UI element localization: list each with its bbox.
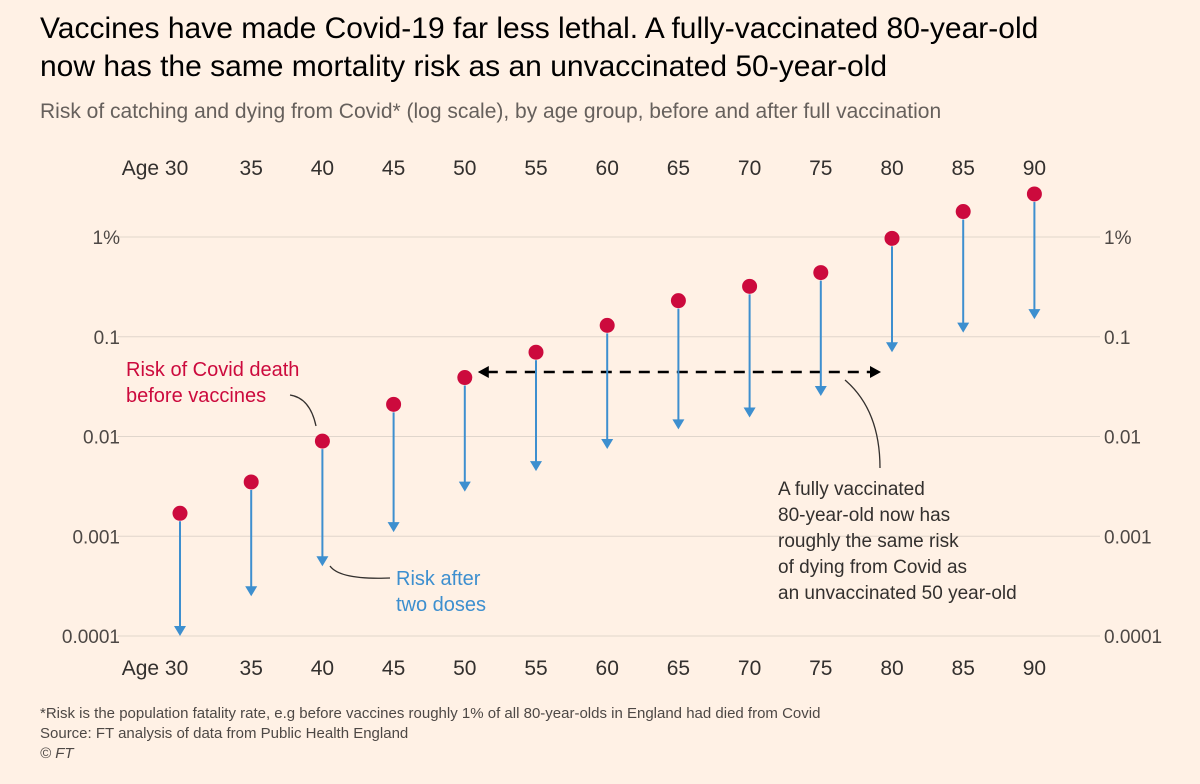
- after-vaccine-arrowhead: [672, 419, 685, 430]
- before-vaccine-dot: [813, 265, 829, 281]
- before-vaccine-dot: [742, 278, 758, 294]
- x-tick-label-bottom: 35: [240, 657, 263, 680]
- after-vaccine-arrowhead: [886, 342, 898, 353]
- after-doses-label: Risk after: [396, 568, 481, 590]
- y-tick-label-right: 1%: [1104, 228, 1132, 249]
- x-tick-label-top: Age 30: [122, 157, 189, 180]
- before-vaccines-label: Risk of Covid death: [126, 359, 299, 381]
- x-tick-label-bottom: 80: [880, 657, 903, 680]
- y-tick-label-right: 0.0001: [1104, 627, 1162, 648]
- after-vaccine-arrowhead: [1028, 309, 1041, 320]
- x-tick-label-bottom: 40: [311, 657, 334, 680]
- before-vaccine-dot: [955, 204, 971, 220]
- before-vaccine-dot: [884, 230, 900, 246]
- footnote: *Risk is the population fatality rate, e…: [40, 705, 821, 722]
- x-tick-label-bottom: 65: [667, 657, 690, 680]
- after-vaccine-arrowhead: [743, 407, 756, 418]
- after-vaccine-arrowhead: [530, 461, 542, 472]
- chart-footer: *Risk is the population fatality rate, e…: [40, 704, 820, 764]
- x-tick-label-top: 55: [524, 157, 547, 180]
- after-label-leader: [329, 565, 391, 579]
- y-tick-label-left: 1%: [93, 228, 121, 249]
- y-tick-label-right: 0.01: [1104, 428, 1141, 449]
- x-tick-label-bottom: Age 30: [122, 657, 189, 680]
- before-vaccine-dot: [599, 317, 615, 333]
- after-vaccine-arrowhead: [245, 586, 258, 597]
- comparison-annotation-label: 80-year-old now has: [778, 505, 950, 526]
- before-label-leader: [289, 394, 317, 427]
- source-note: Source: FT analysis of data from Public …: [40, 725, 409, 742]
- x-tick-label-top: 75: [809, 157, 832, 180]
- copyright: © FT: [40, 745, 74, 762]
- y-tick-label-left: 0.01: [83, 428, 120, 449]
- after-doses-label: two doses: [396, 594, 486, 616]
- x-tick-label-top: 85: [952, 157, 975, 180]
- comparison-annotation-label: an unvaccinated 50 year-old: [778, 583, 1017, 604]
- comparison-annotation-label: of dying from Covid as: [778, 557, 967, 578]
- before-vaccine-dot: [243, 474, 259, 490]
- comparison-annotation-label: A fully vaccinated: [778, 479, 925, 500]
- y-tick-label-left: 0.001: [72, 527, 120, 548]
- before-vaccine-dot: [172, 505, 188, 521]
- after-vaccine-arrowhead: [174, 626, 186, 636]
- x-tick-label-top: 50: [453, 157, 476, 180]
- after-vaccine-arrowhead: [814, 385, 827, 396]
- after-vaccine-arrowhead: [601, 438, 614, 449]
- y-tick-label-right: 0.001: [1104, 527, 1152, 548]
- before-vaccine-dot: [386, 396, 402, 412]
- x-tick-label-bottom: 55: [524, 657, 547, 680]
- x-tick-label-bottom: 90: [1023, 657, 1046, 680]
- x-tick-label-bottom: 45: [382, 657, 405, 680]
- y-tick-label-right: 0.1: [1104, 328, 1130, 349]
- y-tick-label-left: 0.0001: [62, 627, 120, 648]
- comparison-arrowhead-left: [477, 366, 489, 378]
- comparison-annotation-label: roughly the same risk: [778, 531, 959, 552]
- before-vaccine-dot: [528, 344, 544, 360]
- x-tick-label-bottom: 85: [952, 657, 975, 680]
- title-line-1: Vaccines have made Covid-19 far less let…: [40, 12, 1039, 45]
- chart-subtitle: Risk of catching and dying from Covid* (…: [40, 100, 942, 123]
- before-vaccine-dot: [457, 370, 473, 386]
- x-tick-label-top: 70: [738, 157, 761, 180]
- x-tick-label-bottom: 75: [809, 657, 832, 680]
- x-tick-label-top: 65: [667, 157, 690, 180]
- x-tick-label-top: 90: [1023, 157, 1046, 180]
- x-tick-label-bottom: 50: [453, 657, 476, 680]
- chart-title: Vaccines have made Covid-19 far less let…: [40, 10, 1180, 86]
- x-tick-label-top: 80: [880, 157, 903, 180]
- x-tick-label-bottom: 70: [738, 657, 761, 680]
- comparison-label-leader: [844, 379, 881, 469]
- comparison-arrowhead-right: [870, 366, 881, 378]
- after-vaccine-arrowhead: [458, 481, 471, 492]
- after-vaccine-arrowhead: [387, 522, 400, 533]
- after-vaccine-arrowhead: [957, 322, 970, 333]
- x-tick-label-top: 35: [240, 157, 263, 180]
- x-tick-label-top: 40: [311, 157, 334, 180]
- before-vaccines-label: before vaccines: [126, 385, 266, 407]
- after-vaccine-arrowhead: [316, 556, 329, 567]
- x-tick-label-bottom: 60: [596, 657, 619, 680]
- mortality-chart: 0.0001 0.0001 0.001 0.001 0.01 0.01 0.1 0.1 1% 1%…: [62, 157, 1162, 680]
- x-tick-label-top: 45: [382, 157, 405, 180]
- before-vaccine-dot: [670, 293, 686, 309]
- before-vaccine-dot: [1026, 186, 1042, 202]
- before-vaccine-dot: [314, 433, 330, 449]
- y-tick-label-left: 0.1: [94, 328, 120, 349]
- title-line-2: now has the same mortality risk as an un…: [40, 50, 888, 83]
- x-tick-label-top: 60: [596, 157, 619, 180]
